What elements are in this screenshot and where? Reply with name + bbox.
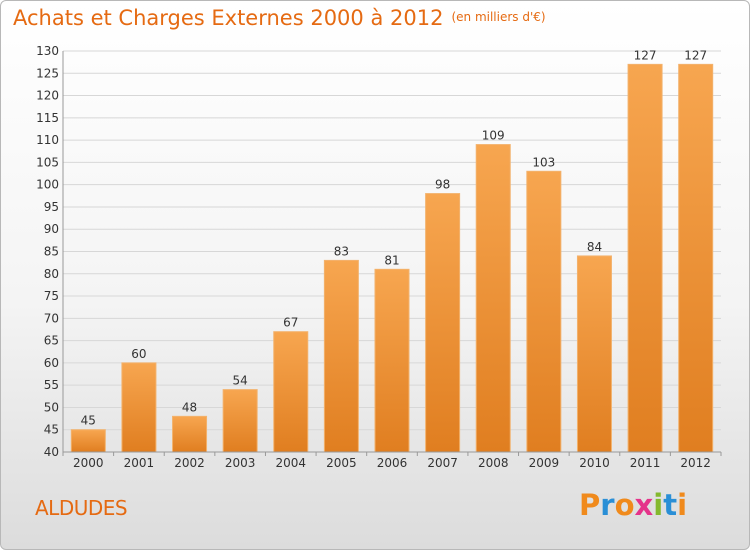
chart-subtitle: (en milliers d'€) xyxy=(451,10,546,24)
logo-letter: t xyxy=(663,488,678,522)
bar xyxy=(70,429,106,453)
x-tick-label: 2012 xyxy=(680,456,711,470)
x-tick-label: 2006 xyxy=(377,456,408,470)
logo-letter: x xyxy=(634,488,654,522)
bar xyxy=(222,389,258,453)
x-tick-label: 2001 xyxy=(124,456,155,470)
chart-title: Achats et Charges Externes 2000 à 2012 (e… xyxy=(13,6,546,30)
bar xyxy=(121,362,157,453)
y-tick-label: 110 xyxy=(36,133,59,147)
bar xyxy=(374,268,410,453)
y-tick-label: 125 xyxy=(36,66,59,80)
logo-letter: r xyxy=(600,488,615,522)
x-tick-label: 2011 xyxy=(630,456,661,470)
value-label: 83 xyxy=(334,244,349,258)
y-tick-label: 105 xyxy=(36,155,59,169)
y-tick-label: 45 xyxy=(44,423,59,437)
value-label: 67 xyxy=(283,316,298,330)
value-label: 45 xyxy=(81,414,96,428)
x-tick-label: 2010 xyxy=(579,456,610,470)
y-tick-label: 90 xyxy=(44,222,59,236)
axes xyxy=(62,51,722,456)
bar xyxy=(678,63,714,453)
value-label: 84 xyxy=(587,240,602,254)
x-tick-label: 2003 xyxy=(225,456,256,470)
y-tick-label: 65 xyxy=(44,334,59,348)
value-label: 127 xyxy=(684,48,707,62)
x-tick-label: 2002 xyxy=(174,456,205,470)
logo-letter: i xyxy=(653,488,664,522)
value-label: 81 xyxy=(384,253,399,267)
bar xyxy=(475,144,511,453)
value-label: 109 xyxy=(482,129,505,143)
bar xyxy=(323,259,359,453)
x-tick-label: 2008 xyxy=(478,456,509,470)
logo-letter: P xyxy=(579,488,601,522)
y-tick-label: 60 xyxy=(44,356,59,370)
x-tick-label: 2007 xyxy=(427,456,458,470)
bar xyxy=(172,415,208,453)
y-tick-label: 100 xyxy=(36,178,59,192)
x-tick-label: 2009 xyxy=(529,456,560,470)
bar xyxy=(576,255,612,453)
value-label: 48 xyxy=(182,400,197,414)
y-tick-label: 130 xyxy=(36,44,59,58)
y-tick-labels: 40 45 50 55 60 65 70 75 80 85 90 95 100 105 110 115 120 1… xyxy=(36,44,59,459)
bar xyxy=(526,170,562,453)
y-tick-label: 40 xyxy=(44,445,59,459)
bars xyxy=(70,63,714,453)
value-label: 54 xyxy=(233,374,248,388)
value-labels: 45 60 48 54 67 83 81 98 109 103 84 127 127 xyxy=(81,48,707,427)
commune-name: ALDUDES xyxy=(35,496,128,520)
y-tick-label: 50 xyxy=(44,400,59,414)
x-tick-label: 2000 xyxy=(73,456,104,470)
y-tick-label: 70 xyxy=(44,311,59,325)
bar xyxy=(273,331,309,453)
logo-letter: i xyxy=(677,488,688,522)
y-tick-label: 120 xyxy=(36,89,59,103)
y-tick-label: 95 xyxy=(44,200,59,214)
chart-title-text: Achats et Charges Externes 2000 à 2012 xyxy=(13,6,444,30)
bar xyxy=(425,193,461,453)
value-label: 98 xyxy=(435,178,450,192)
y-tick-label: 80 xyxy=(44,267,59,281)
x-tick-labels: 2000 2001 2002 2003 2004 2005 2006 2007 2008 2009… xyxy=(73,456,711,470)
value-label: 127 xyxy=(634,48,657,62)
value-label: 60 xyxy=(131,347,146,361)
y-tick-label: 85 xyxy=(44,245,59,259)
y-tick-label: 75 xyxy=(44,289,59,303)
bar xyxy=(627,63,663,453)
logo-letter: o xyxy=(614,488,635,522)
proxiti-logo: Proxiti xyxy=(579,488,687,522)
x-tick-label: 2004 xyxy=(275,456,306,470)
value-label: 103 xyxy=(532,155,555,169)
x-tick-label: 2005 xyxy=(326,456,357,470)
y-tick-label: 115 xyxy=(36,111,59,125)
y-tick-label: 55 xyxy=(44,378,59,392)
